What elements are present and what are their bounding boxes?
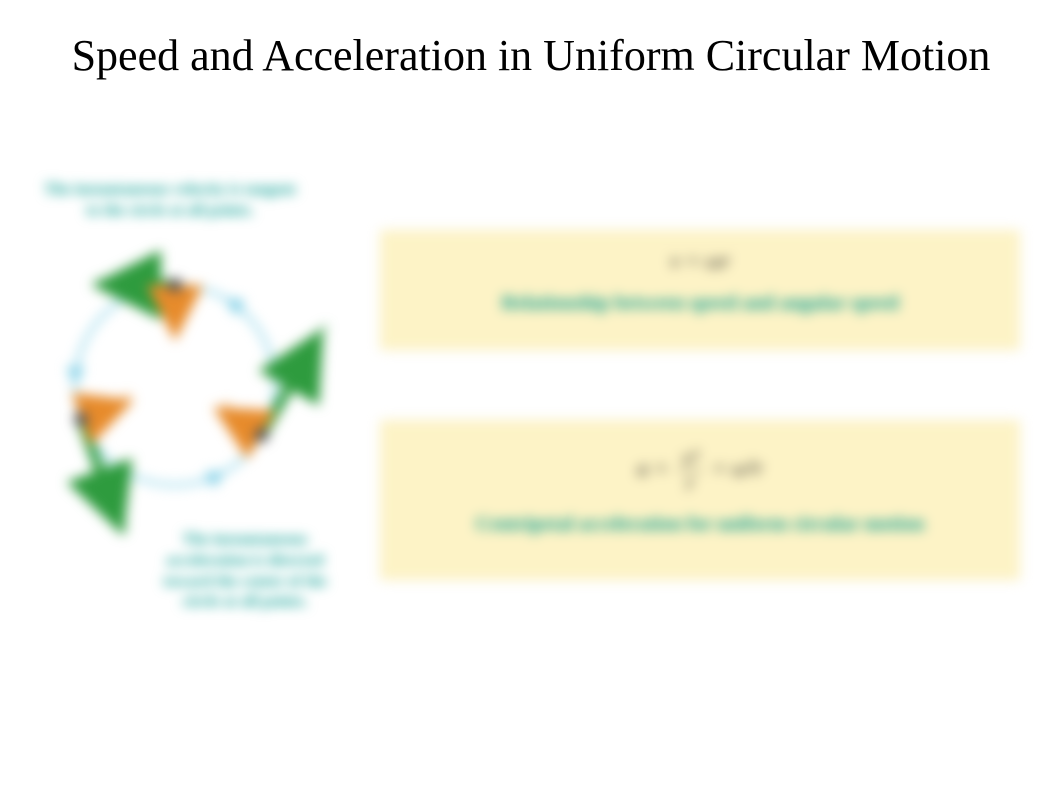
var-r2: r bbox=[754, 456, 763, 481]
fraction: v² r bbox=[678, 446, 702, 495]
svg-text:v: v bbox=[122, 521, 129, 536]
var-r: r bbox=[721, 248, 730, 273]
frac-den: r bbox=[678, 471, 702, 495]
callout-velocity: The instantaneous velocity is tangent to… bbox=[40, 180, 300, 222]
equals2: = bbox=[712, 456, 727, 481]
formula-speed: v = ωr bbox=[380, 230, 1020, 274]
circular-motion-diagram: The instantaneous velocity is tangent to… bbox=[20, 180, 360, 660]
caption-acceleration: Centripetal acceleration for uniform cir… bbox=[380, 513, 1020, 536]
caption-speed: Relationship between speed and angular s… bbox=[380, 292, 1020, 315]
equals: = bbox=[654, 456, 669, 481]
svg-text:a: a bbox=[223, 398, 230, 413]
equation-box-acceleration: a = v² r = ω²r Centripetal acceleration … bbox=[380, 420, 1020, 580]
var-a: a bbox=[637, 456, 648, 481]
svg-text:v: v bbox=[322, 320, 329, 335]
svg-text:a: a bbox=[123, 389, 130, 404]
var-omega2: ω² bbox=[732, 456, 754, 481]
formula-acceleration: a = v² r = ω²r bbox=[380, 420, 1020, 495]
svg-text:a: a bbox=[175, 315, 182, 330]
var-v: v bbox=[670, 248, 680, 273]
frac-num: v² bbox=[678, 446, 702, 471]
equation-box-speed: v = ωr Relationship between speed and an… bbox=[380, 230, 1020, 350]
var-omega: ω bbox=[706, 248, 722, 273]
svg-text:v: v bbox=[95, 274, 102, 289]
callout-acceleration: The instantaneous acceleration is direct… bbox=[150, 530, 340, 613]
page-title: Speed and Acceleration in Uniform Circul… bbox=[0, 28, 1062, 83]
equals: = bbox=[685, 248, 700, 273]
slide: Speed and Acceleration in Uniform Circul… bbox=[0, 0, 1062, 797]
